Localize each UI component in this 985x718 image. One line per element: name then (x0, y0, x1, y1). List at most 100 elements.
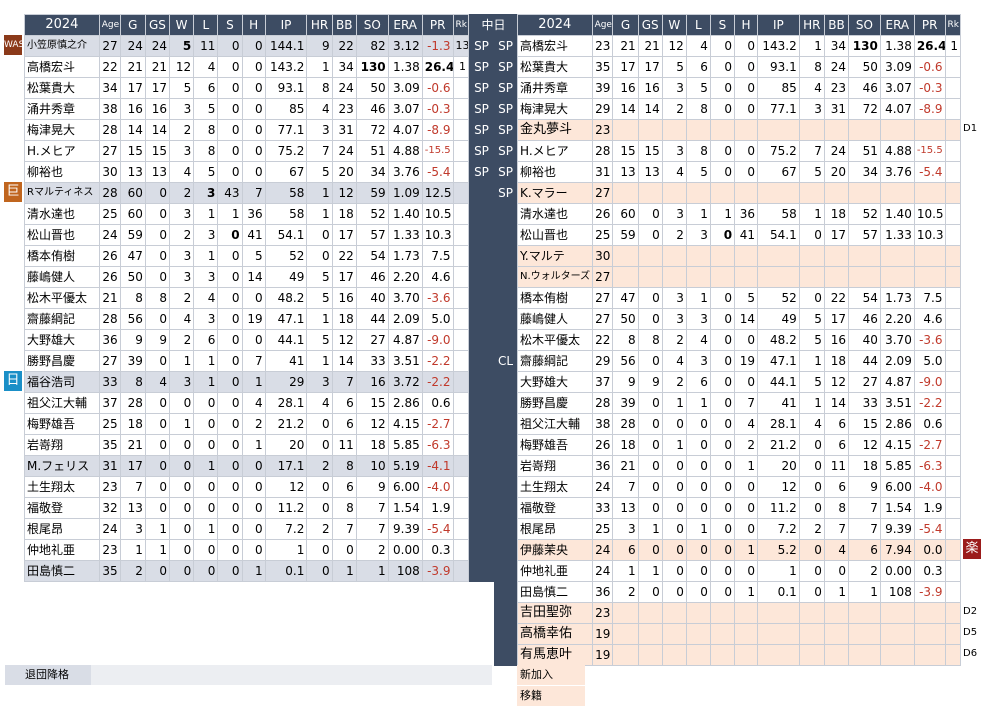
role-cell-right: SP (492, 182, 519, 204)
role-cell-left (469, 308, 494, 330)
stat-cell: 0 (217, 266, 243, 288)
stat-cell: 17 (612, 56, 639, 78)
stat-cell: 0 (241, 35, 266, 57)
stat-cell: 0 (709, 371, 736, 393)
role-cell-left (469, 245, 494, 267)
stat-cell: 0 (637, 455, 663, 477)
left-col-header: W (169, 14, 195, 36)
player-name: 伊藤茉央 (517, 539, 593, 561)
stat-cell (848, 119, 881, 141)
player-name: 勝野昌慶 (517, 392, 593, 414)
stat-cell (879, 623, 915, 645)
stat-cell: 0 (169, 560, 195, 582)
stat-cell (637, 182, 663, 204)
right-table-title: 2024 (517, 14, 593, 36)
stat-cell: 14 (823, 392, 850, 414)
stat-cell: 5 (685, 161, 711, 183)
stat-cell: 4.6 (913, 308, 946, 330)
table-row: 涌井秀章 38 16 16 3 5 0 0 85 4 23 46 3.07 -0.3 (24, 98, 469, 120)
table-row: Rマルティネス 28 60 0 2 3 43 7 58 1 12 59 1.09 12.5 (24, 182, 469, 204)
stat-cell: 17 (119, 77, 146, 99)
stat-cell: 31 (591, 161, 614, 183)
stat-cell (944, 581, 962, 603)
stat-cell (452, 392, 469, 414)
stat-cell: 3 (193, 182, 219, 204)
stat-cell: 3.70 (387, 287, 423, 309)
stat-cell: 27 (591, 182, 614, 204)
stat-cell: 17 (331, 266, 357, 288)
stat-cell: 44.1 (757, 371, 800, 393)
stat-cell: 0 (306, 560, 333, 582)
table-row: 祖父江大輔 38 28 0 0 0 0 4 28.1 4 6 15 2.86 0.6 (517, 413, 962, 435)
stat-cell: 1 (306, 203, 333, 225)
stat-cell: 10.3 (913, 224, 946, 246)
stat-cell: 4 (685, 35, 711, 57)
stat-cell: 1 (306, 308, 333, 330)
stat-cell: 5 (306, 329, 333, 351)
stat-cell: 19 (591, 644, 614, 666)
stat-cell: 0 (734, 560, 759, 582)
stat-cell: 1.9 (421, 497, 454, 519)
stat-cell: 5 (685, 77, 711, 99)
role-cell-right: SP (492, 77, 519, 99)
stat-cell: 54 (848, 287, 881, 309)
table-row: 藤嶋健人 27 50 0 3 3 0 14 49 5 17 46 2.20 4.6 (517, 308, 962, 330)
role-cell-left (469, 623, 494, 645)
left-col-header: ERA (387, 14, 423, 36)
stat-cell: 5.19 (387, 455, 423, 477)
stat-cell: 9 (848, 476, 881, 498)
stat-cell: 143.2 (757, 35, 800, 57)
stat-cell: 8 (306, 77, 333, 99)
stat-cell: 1 (637, 560, 663, 582)
stat-cell: 1 (306, 56, 333, 78)
role-cell-left (469, 413, 494, 435)
stat-cell: 6 (331, 392, 357, 414)
role-cell-right: CL (492, 350, 519, 372)
role-cell-right (492, 434, 519, 456)
stat-cell: 15 (612, 140, 639, 162)
stat-cell: 0 (637, 434, 663, 456)
stat-cell: 0 (798, 476, 825, 498)
stat-cell: 44.1 (264, 329, 308, 351)
stat-cell: 12 (823, 371, 850, 393)
stat-cell: 6 (612, 539, 639, 561)
stat-cell (452, 203, 469, 225)
stat-cell: 29 (591, 350, 614, 372)
stat-cell: 33 (98, 371, 121, 393)
stat-cell: 85 (757, 77, 800, 99)
stat-cell (798, 119, 825, 141)
stat-cell: 4 (661, 161, 687, 183)
stat-cell: 4.07 (387, 119, 423, 141)
stat-cell: 0.0 (913, 539, 946, 561)
stat-cell: 14 (119, 119, 146, 141)
stat-cell: 0 (709, 560, 736, 582)
stat-cell (944, 476, 962, 498)
stat-cell: 0 (685, 476, 711, 498)
stat-cell (879, 182, 915, 204)
stat-cell: 9 (119, 329, 146, 351)
stat-cell: 10 (355, 455, 389, 477)
stat-cell: 12 (331, 329, 357, 351)
stat-cell (661, 623, 687, 645)
stat-cell: 1 (798, 350, 825, 372)
stat-cell: 0 (144, 455, 171, 477)
stat-cell: 1 (306, 350, 333, 372)
stat-cell: 0 (709, 56, 736, 78)
stat-cell: 44 (355, 308, 389, 330)
stat-cell: 7 (241, 350, 266, 372)
stat-cell: 6 (823, 413, 850, 435)
stat-cell: 4 (241, 392, 266, 414)
stat-cell: -5.4 (913, 161, 946, 183)
stat-cell: 22 (331, 35, 357, 57)
stat-cell (944, 182, 962, 204)
stat-cell: 0 (144, 203, 171, 225)
stat-cell (452, 371, 469, 393)
stat-cell: 27 (848, 371, 881, 393)
stat-cell: 0 (709, 476, 736, 498)
stat-cell: 0 (637, 497, 663, 519)
table-row: 松山晋也 25 59 0 2 3 0 41 54.1 0 17 57 1.33 10.3 (517, 224, 962, 246)
player-name: 田島慎二 (24, 560, 100, 582)
stat-cell (823, 266, 850, 288)
stat-cell: 0 (798, 287, 825, 309)
stat-cell: 17 (331, 224, 357, 246)
